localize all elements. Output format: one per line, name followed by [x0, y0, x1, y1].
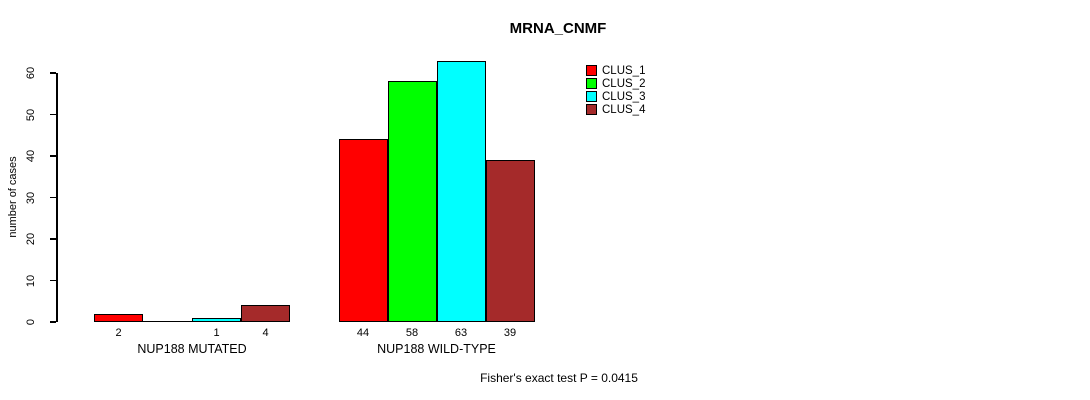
y-axis-tick-label-10: 10	[25, 274, 37, 287]
legend-label-clus_1: CLUS_1	[602, 64, 646, 77]
y-axis-tick-label-20: 20	[25, 232, 37, 246]
legend: CLUS_1 CLUS_2 CLUS_3 CLUS_4	[586, 64, 645, 116]
bar-clus_3-nup188-wild-type	[436, 60, 486, 322]
y-axis-tick-40	[50, 155, 56, 157]
bar-clus_4-nup188-mutated	[241, 305, 290, 322]
y-axis-tick-10	[50, 279, 56, 282]
bar-value-label-clus_4-nup188-mutated: 4	[262, 327, 269, 339]
y-axis-tick-label-30: 30	[25, 191, 37, 204]
legend-item-clus_4: CLUS_4	[586, 103, 645, 116]
bar-value-label-clus_2-nup188-wild-type: 58	[405, 327, 419, 339]
y-axis-tick-30	[50, 196, 56, 199]
bar-value-label-clus_1-nup188-mutated: 2	[115, 327, 122, 339]
legend-item-clus_3: CLUS_3	[586, 90, 645, 103]
legend-label-clus_2: CLUS_2	[602, 77, 646, 90]
y-axis-tick-60	[50, 72, 56, 74]
bar-clus_1-nup188-mutated	[94, 313, 143, 322]
legend-swatch-clus_4	[586, 104, 597, 115]
y-axis-tick-label-40: 40	[25, 149, 37, 163]
bar-value-label-clus_3-nup188-mutated: 1	[213, 327, 220, 339]
bar-clus_1-nup188-wild-type	[338, 139, 388, 322]
y-axis-tick-50	[50, 113, 56, 116]
bar-clus_2-nup188-wild-type	[387, 81, 437, 322]
bar-value-label-clus_3-nup188-wild-type: 63	[454, 327, 468, 339]
y-axis-tick-0	[50, 321, 56, 323]
bar-value-label-clus_4-nup188-wild-type: 39	[503, 327, 517, 339]
bar-value-label-clus_1-nup188-wild-type: 44	[356, 327, 370, 339]
legend-item-clus_1: CLUS_1	[586, 64, 645, 77]
y-axis-tick-20	[50, 238, 56, 240]
legend-label-clus_4: CLUS_4	[602, 103, 646, 116]
y-axis-line	[56, 73, 58, 322]
legend-swatch-clus_3	[586, 91, 597, 102]
legend-item-clus_2: CLUS_2	[586, 77, 645, 90]
bar-clus_4-nup188-wild-type	[485, 160, 535, 322]
y-axis-tick-label-50: 50	[25, 108, 37, 121]
legend-swatch-clus_1	[586, 65, 597, 76]
y-axis-title: number of cases	[7, 156, 19, 238]
bar-clus_2-nup188-mutated	[143, 320, 192, 322]
annotation-fisher-test: Fisher's exact test P = 0.0415	[480, 371, 638, 385]
x-group-label-nup188-mutated: NUP188 MUTATED	[137, 342, 247, 356]
bar-clus_3-nup188-mutated	[192, 317, 241, 322]
legend-swatch-clus_2	[586, 78, 597, 89]
chart-title: MRNA_CNMF	[509, 20, 607, 37]
legend-label-clus_3: CLUS_3	[602, 90, 646, 103]
x-group-label-nup188-wild-type: NUP188 WILD-TYPE	[377, 342, 496, 356]
y-axis-tick-label-0: 0	[25, 318, 37, 326]
y-axis-tick-label-60: 60	[25, 66, 37, 80]
